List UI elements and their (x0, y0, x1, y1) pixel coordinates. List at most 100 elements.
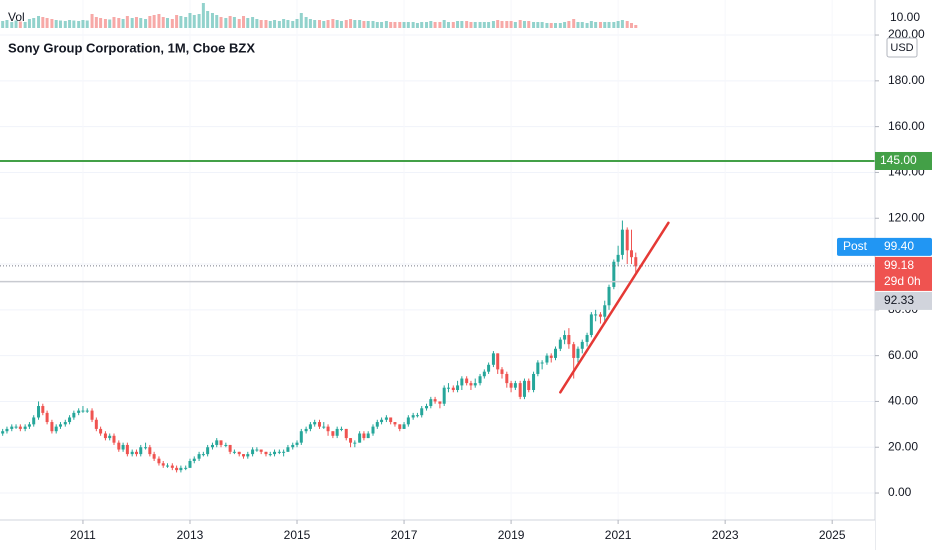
volume-axis-label: 10.00 (890, 10, 920, 24)
volume-bar (242, 16, 246, 28)
volume-bar (14, 20, 18, 28)
volume-bar (576, 22, 580, 28)
volume-bar (375, 22, 379, 28)
volume-bar (1, 21, 5, 28)
candle-body (366, 433, 370, 439)
volume-bar (295, 19, 299, 28)
volume-bar (215, 15, 219, 28)
candle-body (545, 355, 549, 363)
volume-label: Vol (8, 10, 25, 24)
candle-body (607, 286, 611, 306)
volume-bar (634, 25, 638, 28)
x-tick-label: 2015 (284, 528, 311, 542)
candle-body (442, 387, 446, 404)
volume-bar (371, 21, 375, 28)
volume-bar (358, 20, 362, 28)
volume-bar (103, 19, 107, 28)
volume-bar (161, 17, 165, 28)
candle-body (215, 440, 219, 445)
volume-bar (513, 22, 517, 28)
candle-body (232, 451, 236, 453)
candle-body (10, 426, 14, 429)
candle-body (353, 442, 357, 444)
y-tick-label: 0.00 (888, 485, 912, 499)
y-tick-label: 160.00 (888, 119, 925, 133)
volume-bar (433, 22, 437, 28)
volume-bar (353, 20, 357, 28)
volume-bar (536, 22, 540, 28)
candle-body (478, 376, 482, 384)
volume-bar (134, 17, 138, 28)
candle-body (429, 399, 433, 407)
volume-bar (620, 20, 624, 28)
candle-body (598, 314, 602, 317)
candle-body (27, 424, 31, 427)
volume-bar (94, 17, 98, 28)
candle-body (522, 380, 526, 397)
post-tag-label: Post (843, 239, 868, 253)
candle-body (425, 406, 429, 409)
volume-bar (522, 21, 526, 28)
volume-bar (63, 21, 67, 28)
candle-body (589, 314, 593, 336)
candle-body (532, 373, 536, 390)
prev-close-tag (875, 291, 932, 310)
volume-bar (68, 20, 72, 28)
candle-body (166, 465, 170, 467)
volume-bar (469, 22, 473, 28)
candle-body (251, 449, 255, 455)
candle-body (322, 426, 326, 428)
candle-body (491, 353, 495, 365)
candle-body (567, 335, 571, 345)
volume-bar (232, 17, 236, 28)
candle-body (509, 383, 513, 388)
last-price-label: 99.18 (884, 258, 914, 272)
volume-pane (1, 3, 638, 28)
candle-body (68, 417, 72, 423)
candle-body (446, 387, 450, 389)
currency: USD (890, 42, 913, 54)
candle-body (482, 371, 486, 377)
volume-bar (286, 20, 290, 28)
candle-body (580, 341, 584, 349)
volume-bar (291, 21, 295, 28)
volume-bar (299, 13, 303, 28)
candle-body (72, 412, 76, 418)
candle-body (23, 426, 27, 429)
volume-bar (206, 11, 210, 28)
chart-title: Sony Group Corporation, 1M, Cboe BZX (8, 40, 255, 55)
candle-body (540, 362, 544, 364)
volume-bar (518, 20, 522, 28)
volume-bar (527, 21, 531, 28)
candle-body (451, 387, 455, 390)
candle-body (99, 428, 103, 434)
volume-bar (603, 22, 607, 28)
post-tag (837, 237, 932, 256)
candle-body (54, 426, 58, 432)
volume-bar (197, 14, 201, 28)
volume-bar (331, 19, 335, 28)
candle-body (277, 451, 281, 453)
candle-body (438, 401, 442, 404)
volume-bar (326, 20, 330, 28)
candle-body (112, 435, 116, 443)
candle-body (103, 433, 107, 439)
candle-body (402, 424, 406, 429)
volume-bar (496, 20, 500, 28)
candle-body (603, 305, 607, 317)
trendline (559, 221, 670, 394)
candle-body (536, 362, 540, 374)
candle-body (242, 454, 246, 457)
volume-bar (322, 21, 326, 28)
candle-body (268, 454, 272, 456)
candle-body (465, 378, 469, 384)
candle-body (157, 458, 161, 464)
candle-body (264, 451, 268, 455)
candle-body (58, 424, 62, 427)
volume-bar (210, 13, 214, 28)
currency-box[interactable] (886, 37, 918, 58)
candle-body (326, 426, 330, 432)
candle-body (94, 419, 98, 429)
volume-bar (456, 21, 460, 28)
